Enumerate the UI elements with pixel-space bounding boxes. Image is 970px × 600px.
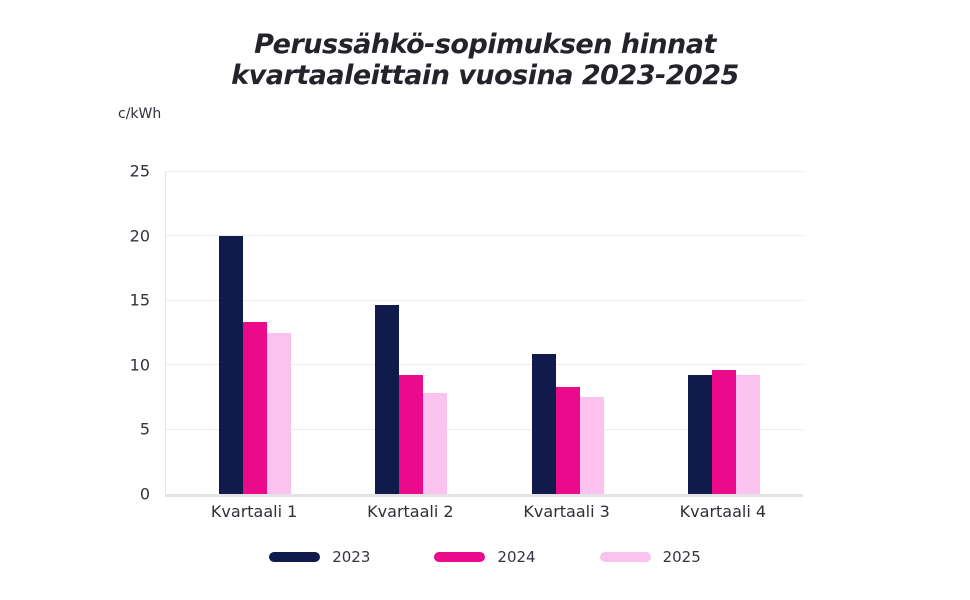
bar-2025-q3: [579, 397, 604, 494]
legend-swatch-2024: [434, 552, 486, 562]
y-tick-15: 15: [129, 290, 150, 310]
bar-2024-q4: [711, 369, 736, 494]
bar-group-4: [646, 171, 802, 494]
gridline-15: [166, 299, 803, 301]
bar-2024-q3: [555, 386, 580, 494]
legend-item-2023: 2023: [269, 548, 370, 566]
legend-swatch-2023: [269, 552, 321, 562]
bar-2023-q4: [687, 375, 712, 494]
bar-2023-q2: [375, 305, 400, 494]
chart-title: Perussähkö-sopimuksen hinnat kvartaaleit…: [0, 29, 970, 91]
gridline-20: [166, 235, 803, 237]
bar-2024-q1: [243, 322, 268, 494]
bar-groups: [177, 171, 802, 494]
chart-title-line2: kvartaaleittain vuosina 2023-2025: [231, 60, 739, 91]
legend-item-2024: 2024: [434, 548, 536, 566]
legend-label-2025: 2025: [662, 548, 701, 566]
y-tick-20: 20: [129, 226, 150, 246]
legend: 2023 2024 2025: [0, 548, 970, 566]
y-tick-5: 5: [139, 419, 150, 439]
x-label-4: Kvartaali 4: [679, 502, 767, 521]
plot-area: [165, 170, 803, 497]
y-tick-10: 10: [129, 355, 150, 375]
bar-2024-q2: [399, 375, 424, 494]
y-axis-tick-labels: 0 5 10 15 20 25: [0, 162, 150, 504]
bar-group-1: [177, 171, 333, 494]
legend-label-2024: 2024: [497, 548, 536, 566]
x-label-2: Kvartaali 2: [367, 502, 454, 521]
bar-group-2: [333, 171, 489, 494]
legend-label-2023: 2023: [332, 548, 371, 566]
bar-2025-q2: [423, 393, 448, 494]
chart-title-line1: Perussähkö-sopimuksen hinnat: [254, 29, 716, 60]
y-tick-25: 25: [129, 161, 150, 181]
y-tick-0: 0: [139, 484, 150, 504]
y-axis-unit-label: c/kWh: [118, 106, 162, 122]
gridline-10: [166, 364, 803, 366]
bar-2025-q4: [735, 375, 760, 494]
bar-group-3: [490, 171, 646, 494]
x-label-1: Kvartaali 1: [210, 502, 298, 521]
legend-item-2025: 2025: [599, 548, 701, 566]
bar-2023-q1: [219, 235, 244, 494]
bar-2025-q1: [267, 332, 292, 494]
bar-2023-q3: [531, 354, 556, 494]
x-label-3: Kvartaali 3: [523, 502, 610, 521]
gridline-25: [166, 170, 803, 172]
legend-swatch-2025: [599, 552, 651, 562]
gridline-5: [166, 428, 803, 430]
x-axis-labels: Kvartaali 1 Kvartaali 2 Kvartaali 3 Kvartaa…: [176, 502, 801, 521]
